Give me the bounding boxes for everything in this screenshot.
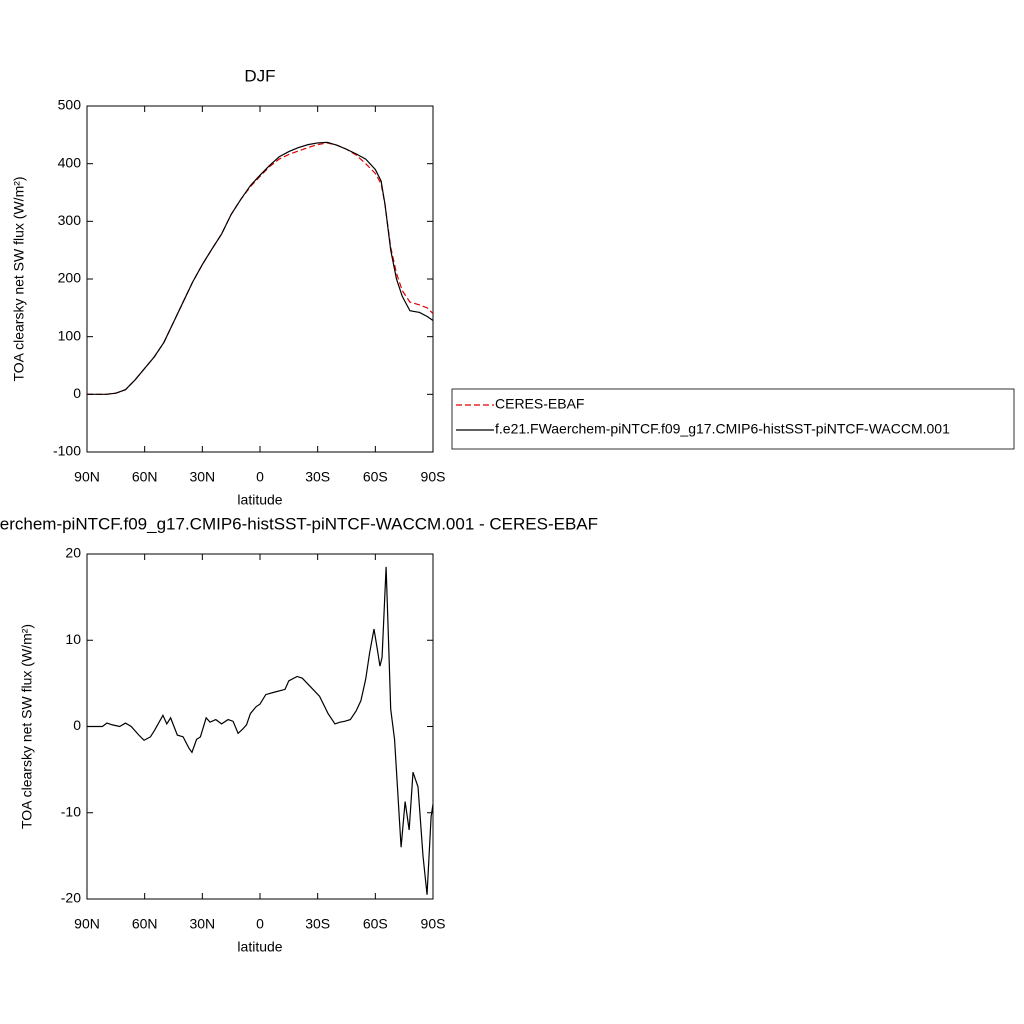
y-tick-label: 500 <box>58 97 82 113</box>
y-tick-label: 20 <box>65 545 81 561</box>
legend-label: CERES-EBAF <box>495 396 584 412</box>
x-tick-label: 30N <box>189 916 215 932</box>
x-tick-label: 90S <box>421 469 446 485</box>
y-tick-label: 10 <box>65 631 81 647</box>
y-tick-label: -20 <box>61 890 81 906</box>
y-axis-label: TOA clearsky net SW flux (W/m²) <box>19 624 35 829</box>
y-tick-label: 0 <box>73 717 81 733</box>
y-tick-label: 400 <box>58 154 82 170</box>
x-tick-label: 60S <box>363 469 388 485</box>
y-tick-label: 200 <box>58 270 82 286</box>
x-axis-label: latitude <box>237 492 282 508</box>
series-line <box>87 141 434 395</box>
y-tick-label: -100 <box>53 443 81 459</box>
y-axis-label: TOA clearsky net SW flux (W/m²) <box>11 176 27 381</box>
x-tick-label: 30S <box>305 469 330 485</box>
y-tick-label: 300 <box>58 212 82 228</box>
plot-frame <box>86 105 434 453</box>
x-axis-label: latitude <box>237 939 282 955</box>
x-tick-label: 60N <box>132 469 158 485</box>
plot-frame <box>86 553 434 900</box>
x-tick-label: 0 <box>256 469 264 485</box>
x-tick-label: 90N <box>74 469 100 485</box>
x-tick-label: 90S <box>421 916 446 932</box>
series-line <box>87 566 434 895</box>
y-tick-label: 100 <box>58 327 82 343</box>
x-tick-label: 0 <box>256 916 264 932</box>
chart-title: DJF <box>244 66 275 85</box>
x-tick-label: 30N <box>189 469 215 485</box>
x-tick-label: 90N <box>74 916 100 932</box>
x-tick-label: 60S <box>363 916 388 932</box>
legend-label: f.e21.FWaerchem-piNTCF.f09_g17.CMIP6-his… <box>495 421 950 437</box>
y-tick-label: 0 <box>73 385 81 401</box>
chart-title: f.e21.FWaerchem-piNTCF.f09_g17.CMIP6-his… <box>0 514 598 533</box>
x-tick-label: 30S <box>305 916 330 932</box>
legend-box <box>451 388 1015 450</box>
y-tick-label: -10 <box>61 803 81 819</box>
x-tick-label: 60N <box>132 916 158 932</box>
